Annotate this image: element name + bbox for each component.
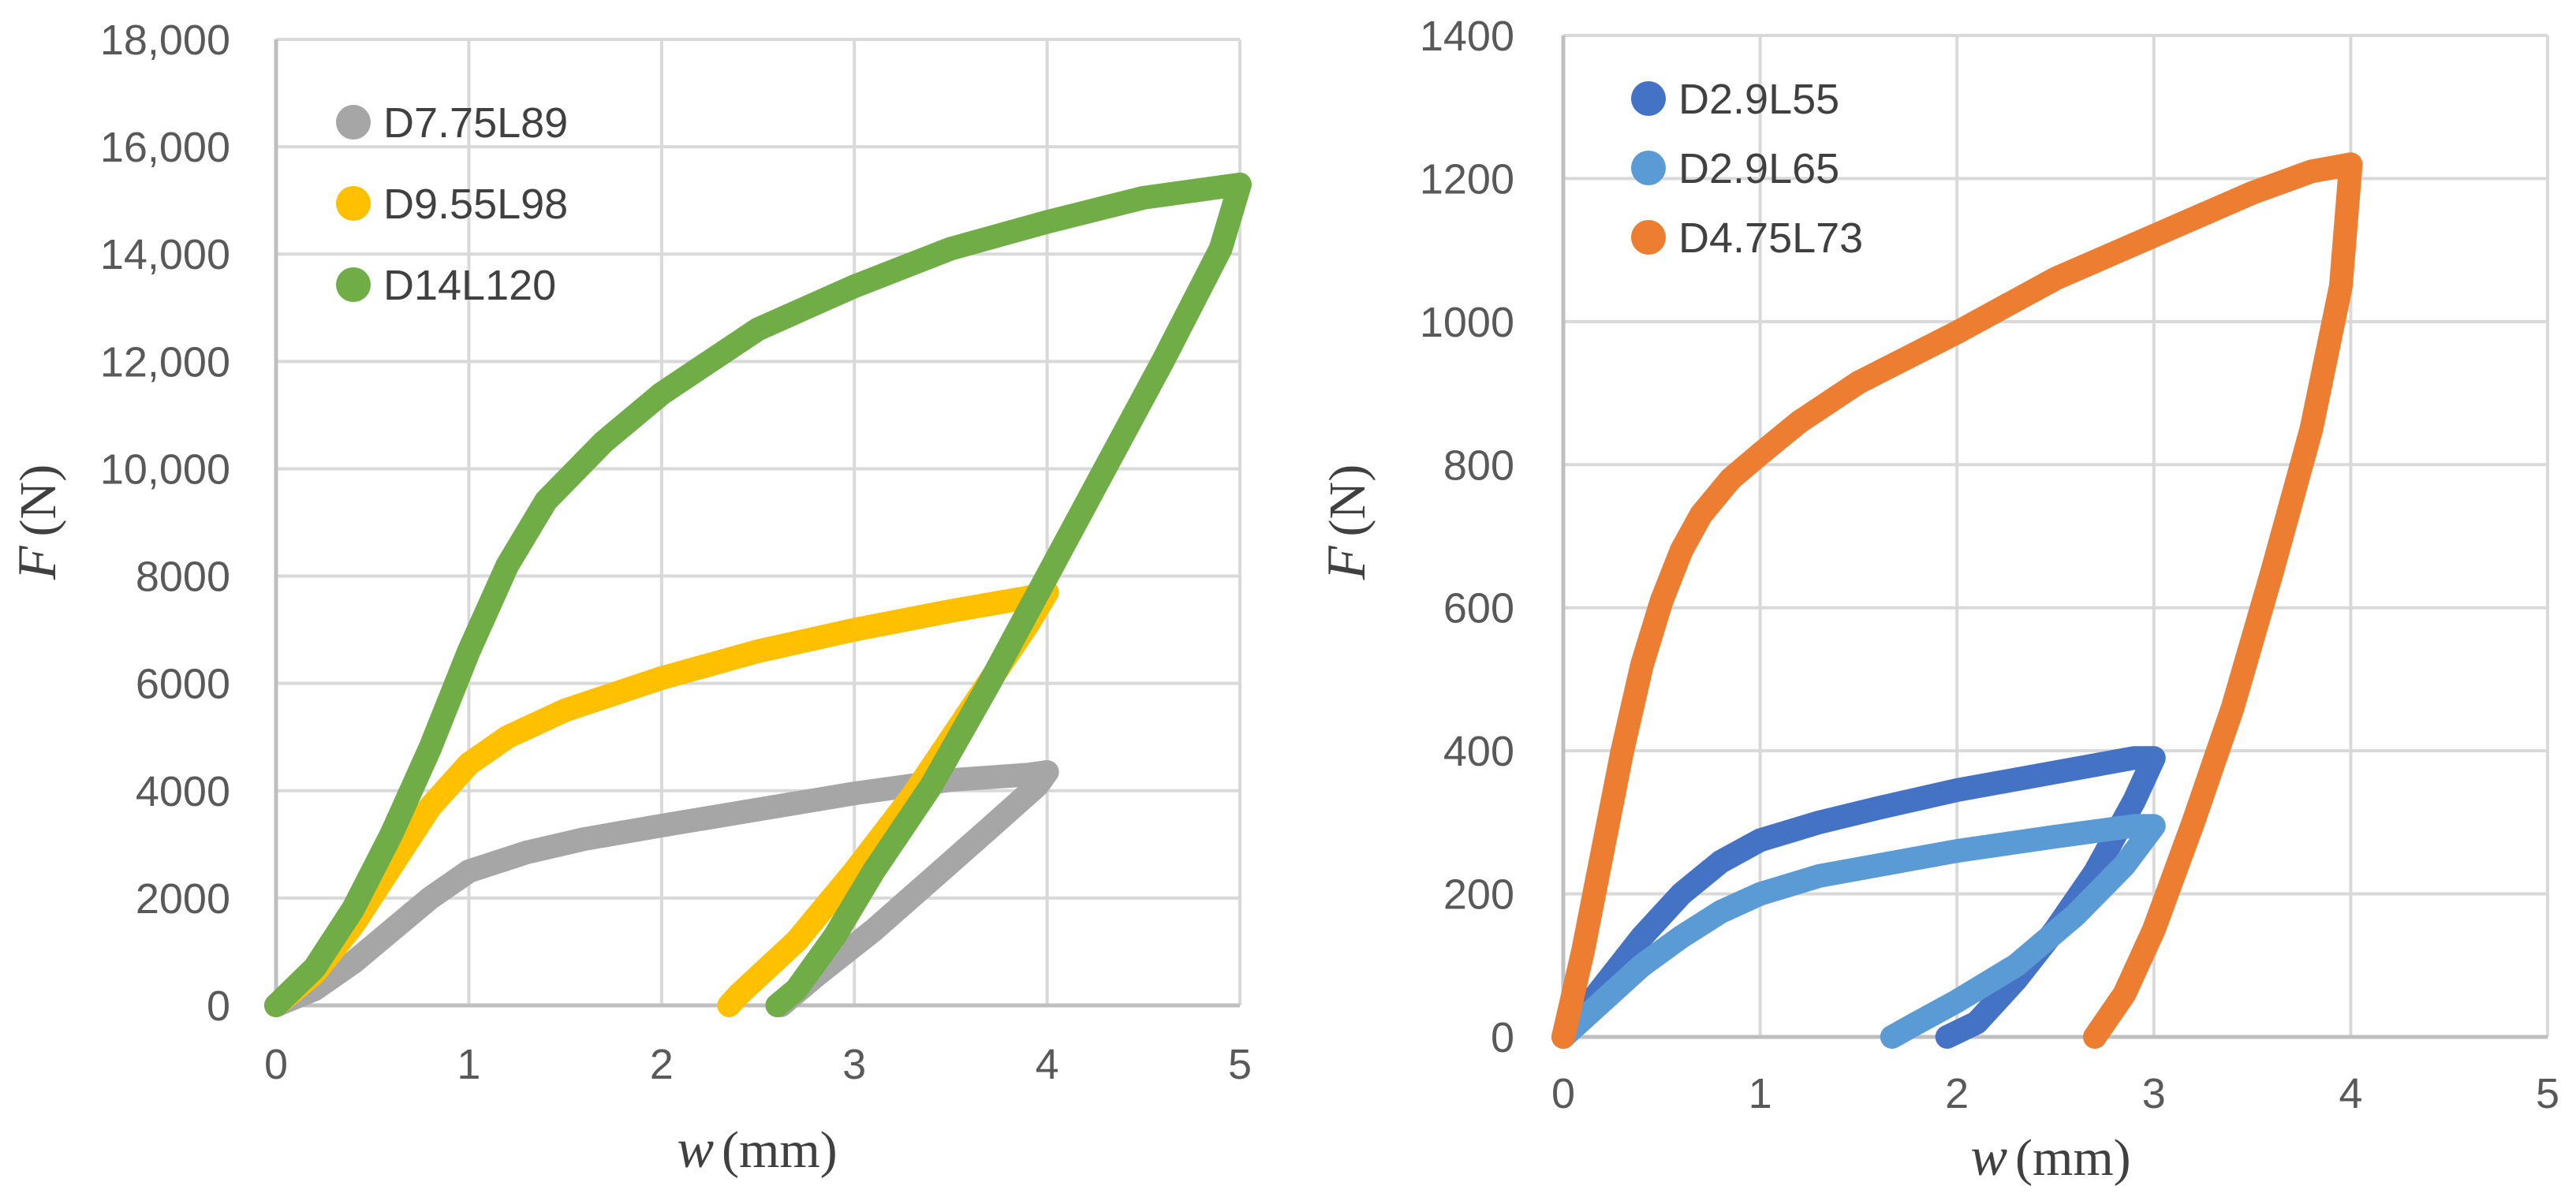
legend-label: D2.9L55 xyxy=(1678,76,1839,123)
y-tick-label: 14,000 xyxy=(100,231,230,278)
x-axis-title: w (mm) xyxy=(1970,1127,2130,1188)
right-chart: 0 200 400 600 800 1000 1200 1400 0 1 2 3 4 5 D2.9L55 D2… xyxy=(1316,13,2559,1188)
legend-marker xyxy=(1631,151,1666,185)
x-axis-title: w (mm) xyxy=(677,1119,837,1180)
series-line-D2.9L55 xyxy=(1551,746,2166,1049)
y-axis-title: F (N) xyxy=(1316,464,1377,580)
series-line-D4.75L73 xyxy=(1551,152,2363,1049)
series-line-D9.55L98 xyxy=(264,580,1059,1017)
legend-label: D2.9L65 xyxy=(1678,145,1839,192)
y-tick-label: 6000 xyxy=(136,661,230,708)
x-tick-label: 2 xyxy=(650,1041,674,1088)
y-tick-label: 18,000 xyxy=(100,17,230,64)
x-axis-unit: (mm) xyxy=(722,1121,838,1179)
y-tick-label: 8000 xyxy=(136,554,230,601)
legend-label: D4.75L73 xyxy=(1678,214,1863,262)
legend-marker xyxy=(336,105,371,140)
x-tick-label: 4 xyxy=(2339,1070,2362,1117)
left-chart: 0 2000 4000 6000 8000 10,000 12,000 14,000 16,00… xyxy=(7,17,1252,1180)
series-line-D14L120 xyxy=(264,172,1252,1017)
y-axis-variable: F xyxy=(7,545,68,580)
x-tick-label: 2 xyxy=(1945,1070,1969,1117)
y-tick-label: 400 xyxy=(1443,728,1514,775)
y-axis-variable: F xyxy=(1316,545,1377,580)
legend-label: D7.75L89 xyxy=(383,99,568,147)
x-tick-label: 0 xyxy=(264,1041,288,1088)
x-axis-unit: (mm) xyxy=(2015,1129,2131,1187)
x-axis-variable: w xyxy=(1970,1127,2007,1188)
y-tick-label: 4000 xyxy=(136,768,230,815)
y-tick-label: 2000 xyxy=(136,875,230,923)
y-tick-label: 1000 xyxy=(1420,299,1514,346)
x-tick-label: 4 xyxy=(1036,1041,1059,1088)
x-tick-label: 5 xyxy=(1228,1041,1252,1088)
x-tick-label: 0 xyxy=(1551,1070,1575,1117)
y-tick-label: 16,000 xyxy=(100,124,230,171)
y-axis-unit: (N) xyxy=(9,464,67,537)
x-tick-label: 1 xyxy=(1749,1070,1772,1117)
x-tick-label: 5 xyxy=(2536,1070,2559,1117)
legend-label: D9.55L98 xyxy=(383,181,568,228)
x-tick-label: 3 xyxy=(2142,1070,2166,1117)
legend-marker xyxy=(336,186,371,221)
y-tick-label: 10,000 xyxy=(100,446,230,493)
y-tick-label: 600 xyxy=(1443,585,1514,632)
y-tick-label: 12,000 xyxy=(100,338,230,386)
legend-marker xyxy=(1631,81,1666,116)
y-tick-label: 1200 xyxy=(1420,155,1514,203)
x-axis-variable: w xyxy=(677,1119,714,1180)
y-tick-label: 200 xyxy=(1443,871,1514,919)
y-tick-label: 0 xyxy=(1491,1014,1514,1061)
legend-marker xyxy=(1631,220,1666,255)
x-tick-label: 1 xyxy=(457,1041,480,1088)
y-tick-label: 1400 xyxy=(1420,13,1514,60)
legend-label: D14L120 xyxy=(383,262,556,309)
y-tick-label: 800 xyxy=(1443,442,1514,489)
y-tick-label: 0 xyxy=(207,983,230,1030)
x-tick-label: 3 xyxy=(842,1041,866,1088)
y-axis-title: F (N) xyxy=(7,464,68,580)
series-line-D2.9L65 xyxy=(1551,814,2166,1049)
series-line-D7.75L89 xyxy=(264,760,1059,1017)
y-axis-unit: (N) xyxy=(1319,464,1376,537)
legend-marker xyxy=(336,267,371,302)
